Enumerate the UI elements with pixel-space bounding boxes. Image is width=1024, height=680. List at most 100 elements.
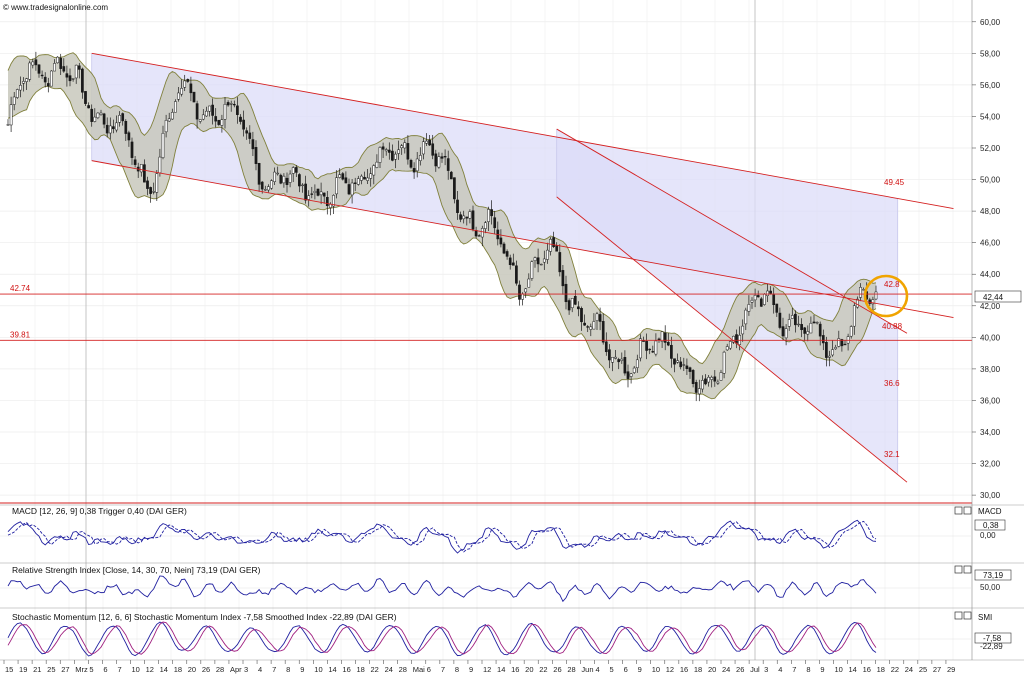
x-tick-label: 22 [539, 665, 547, 674]
channel-value-label: 42.8 [884, 280, 900, 289]
candlestick [186, 78, 190, 83]
candlestick [335, 170, 338, 199]
candlestick [766, 283, 769, 303]
x-tick-label: 25 [47, 665, 55, 674]
candlestick [515, 260, 518, 286]
y-tick-label: 52,00 [980, 144, 1001, 153]
candlestick [701, 375, 704, 393]
y-tick-label: 48,00 [980, 207, 1001, 216]
candlestick [617, 357, 621, 370]
candlestick [9, 96, 13, 133]
candlestick [707, 374, 710, 387]
x-tick-label: 4 [778, 665, 782, 674]
candlestick [527, 273, 531, 288]
candlestick [155, 169, 159, 201]
x-tick-label: 26 [202, 665, 210, 674]
candlestick [546, 242, 549, 264]
candlestick [794, 310, 797, 333]
candlestick [611, 356, 614, 372]
candlestick [635, 354, 639, 373]
candlestick [518, 280, 521, 306]
smi-window-buttons[interactable] [954, 611, 972, 620]
channel-value-label: 49.45 [884, 178, 905, 187]
candlestick [750, 297, 754, 309]
candlestick [685, 358, 689, 375]
candlestick [74, 64, 78, 84]
candlestick [96, 112, 100, 120]
candlestick [722, 350, 726, 379]
y-tick-label: 30,00 [980, 491, 1001, 500]
candlestick [608, 344, 611, 369]
candlestick [598, 307, 602, 331]
candlestick [688, 366, 692, 379]
candlestick [183, 74, 187, 92]
x-tick-label: 15 [5, 665, 13, 674]
x-tick-label: 10 [652, 665, 660, 674]
candlestick [127, 130, 131, 147]
candlestick [161, 125, 165, 160]
candlestick [849, 325, 853, 339]
candlesticks [6, 51, 878, 402]
candlestick [232, 100, 236, 108]
channel-lines [91, 52, 954, 483]
candlestick [431, 134, 435, 160]
candlestick [623, 350, 627, 376]
candlestick [313, 184, 317, 200]
candlestick [217, 119, 221, 126]
candlestick [77, 62, 81, 79]
candlestick [626, 364, 630, 388]
x-tick-label: 16 [342, 665, 350, 674]
candlestick [443, 149, 447, 166]
candlestick [118, 111, 121, 127]
candlestick [174, 99, 177, 113]
macd-side-label: MACD [978, 507, 1002, 516]
x-tick-label: Apr [230, 665, 242, 674]
candlestick [552, 231, 555, 248]
candlestick [691, 369, 695, 388]
candlestick [704, 374, 707, 386]
smi-side-label: SMI [978, 613, 992, 622]
candlestick [71, 78, 75, 82]
candlestick [834, 344, 838, 350]
candlestick [93, 108, 97, 123]
x-tick-label: 26 [736, 665, 744, 674]
y-tick-label: 44,00 [980, 270, 1001, 279]
channel-value-label: 36.6 [884, 379, 900, 388]
candlestick [81, 67, 84, 99]
candlestick [577, 301, 580, 317]
candlestick [803, 326, 807, 342]
y-tick-label: 40,00 [980, 333, 1001, 342]
candlestick [384, 147, 388, 156]
candlestick [6, 119, 10, 126]
y-tick-label: 50,00 [980, 176, 1001, 185]
candlestick [350, 178, 354, 204]
candlestick [139, 164, 143, 177]
candlestick [282, 173, 286, 188]
candlestick [332, 194, 335, 215]
x-tick-label: 20 [188, 665, 196, 674]
candlestick [728, 340, 732, 350]
candlestick [236, 97, 239, 124]
x-tick-label: 28 [216, 665, 224, 674]
candlestick [149, 186, 152, 203]
channel-line [91, 52, 954, 209]
candlestick [273, 167, 276, 185]
x-tick-label: 14 [849, 665, 857, 674]
candlestick [694, 379, 698, 402]
candlestick [242, 110, 245, 137]
candlestick [456, 190, 459, 220]
macd-window-buttons[interactable] [954, 506, 972, 515]
last-price-label: 42,44 [983, 293, 1004, 302]
candlestick [831, 340, 834, 357]
rsi-window-buttons[interactable] [954, 565, 972, 574]
candlestick [589, 323, 593, 337]
candlestick [59, 53, 63, 75]
candlestick [90, 104, 94, 127]
candlestick [201, 109, 205, 121]
candlestick [781, 317, 785, 341]
candlestick [629, 372, 633, 384]
candlestick [294, 165, 298, 178]
smi-last-box: -7,58 [974, 632, 1012, 644]
candlestick [471, 205, 475, 232]
